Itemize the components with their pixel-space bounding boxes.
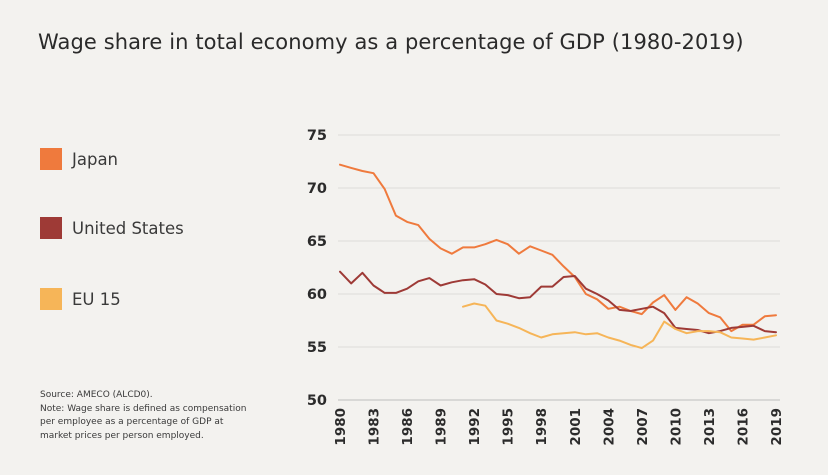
legend-swatch-eu15 bbox=[40, 288, 62, 310]
x-tick-label: 2007 bbox=[635, 408, 651, 446]
series-line-japan bbox=[339, 163, 777, 333]
x-tick-label: 2016 bbox=[735, 408, 751, 446]
y-tick-label: 60 bbox=[307, 287, 327, 303]
legend-swatch-united-states bbox=[40, 217, 62, 239]
x-tick-label: 1992 bbox=[467, 408, 483, 446]
x-tick-label: 1989 bbox=[434, 408, 450, 446]
series-line-united-states bbox=[339, 270, 777, 335]
y-tick-label: 70 bbox=[307, 181, 327, 197]
legend-item-united-states: United States bbox=[40, 217, 184, 239]
source-note: Source: AMECO (ALCD0). Note: Wage share … bbox=[40, 389, 270, 443]
legend-item-eu15: EU 15 bbox=[40, 288, 121, 310]
legend-label-japan: Japan bbox=[72, 149, 119, 169]
legend-label-eu15: EU 15 bbox=[72, 289, 121, 309]
legend-item-japan: Japan bbox=[40, 148, 118, 170]
note-line-3: market prices per person employed. bbox=[40, 430, 204, 441]
x-tick-label: 1986 bbox=[400, 408, 416, 446]
y-tick-label: 50 bbox=[307, 393, 327, 409]
legend-swatch-japan bbox=[40, 148, 62, 170]
x-tick-label: 2010 bbox=[668, 408, 684, 446]
series-line-eu-15 bbox=[462, 302, 777, 350]
x-tick-label: 2004 bbox=[601, 408, 617, 446]
y-tick-label: 65 bbox=[307, 234, 327, 250]
y-tick-label: 55 bbox=[307, 340, 327, 356]
x-tick-label: 2019 bbox=[769, 408, 785, 446]
x-tick-label: 1998 bbox=[534, 408, 550, 446]
x-tick-label: 2001 bbox=[568, 408, 584, 446]
note-line-2: per employee as a percentage of GDP at bbox=[40, 417, 224, 427]
x-tick-label: 1995 bbox=[501, 408, 517, 446]
source-text: Source: AMECO (ALCD0). bbox=[40, 390, 153, 400]
x-tick-label: 1983 bbox=[367, 408, 383, 446]
x-tick-label: 2013 bbox=[702, 408, 718, 446]
x-tick-label: 1980 bbox=[333, 408, 349, 446]
chart-title: Wage share in total economy as a percent… bbox=[38, 30, 744, 54]
note-line-1: Note: Wage share is defined as compensat… bbox=[40, 403, 247, 414]
y-tick-label: 75 bbox=[307, 128, 327, 144]
legend-label-united-states: United States bbox=[72, 218, 184, 238]
